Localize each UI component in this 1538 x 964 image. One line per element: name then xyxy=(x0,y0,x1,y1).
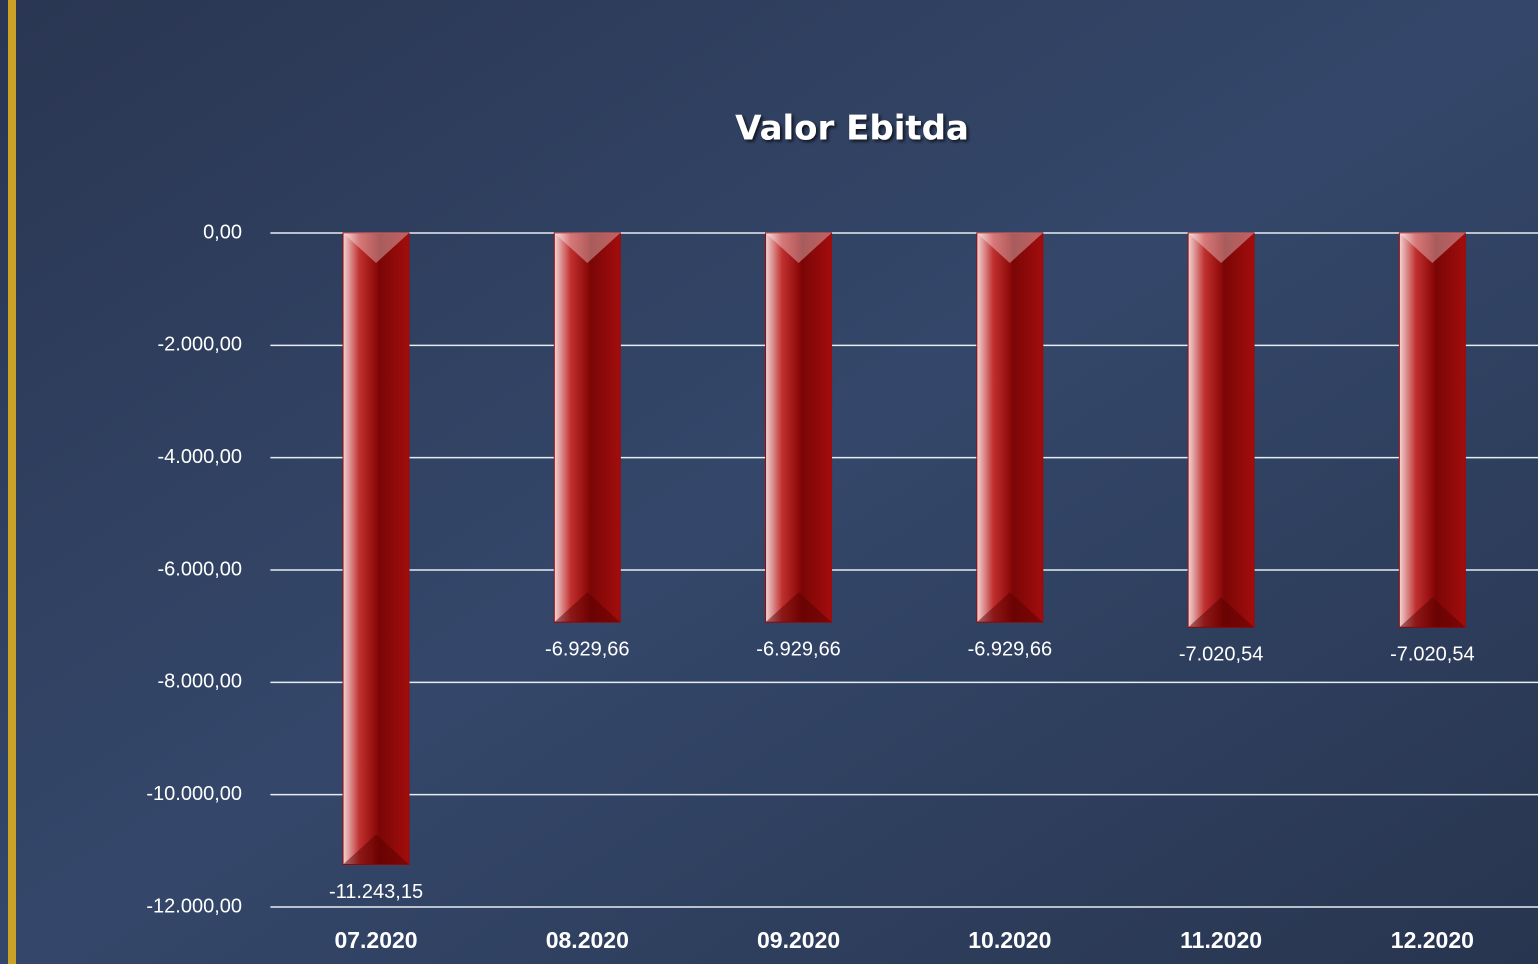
value-label: -7.020,54 xyxy=(1179,644,1264,666)
y-tick-label: -4.000,00 xyxy=(157,446,242,468)
bar-bevel-bottom xyxy=(554,592,621,623)
bar-bevel-top xyxy=(343,233,410,263)
bar-bevel-top xyxy=(765,233,832,263)
value-label: -6.929,66 xyxy=(968,638,1053,660)
x-tick-label: 09.2020 xyxy=(757,927,840,953)
bar xyxy=(765,232,833,623)
bar-bevel-top xyxy=(976,233,1043,263)
value-label: -7.020,54 xyxy=(1390,644,1475,666)
bar-bevel-bottom xyxy=(1188,597,1255,628)
value-label: -6.929,66 xyxy=(545,638,630,660)
x-tick-label: 12.2020 xyxy=(1391,927,1474,953)
bar-bevel-top xyxy=(1188,233,1255,263)
bar xyxy=(1187,232,1255,628)
bar-bevel-bottom xyxy=(343,834,410,865)
y-tick-label: -8.000,00 xyxy=(157,671,242,693)
bar-bevel-bottom xyxy=(765,592,832,623)
y-tick-label: -12.000,00 xyxy=(146,895,242,917)
y-tick-label: 0,00 xyxy=(203,221,242,243)
bar-bevel-bottom xyxy=(976,592,1043,623)
plot-area: 0,00 -2.000,00 -4.000,00 -6.000,00 -8.000,00… xyxy=(146,221,1538,953)
bar xyxy=(976,232,1044,623)
chart-title: Valor Ebitda xyxy=(735,109,969,149)
x-tick-label: 07.2020 xyxy=(334,927,417,953)
bar-bevel-top xyxy=(554,233,621,263)
x-tick-label: 10.2020 xyxy=(968,927,1051,953)
x-tick-label: 11.2020 xyxy=(1180,927,1262,953)
value-label: -11.243,15 xyxy=(329,881,423,903)
bar xyxy=(553,232,621,623)
bar-bevel-top xyxy=(1399,233,1466,263)
y-tick-label: -10.000,00 xyxy=(146,783,242,805)
left-border xyxy=(8,0,16,964)
bar xyxy=(342,232,410,865)
bar xyxy=(1398,232,1466,628)
y-tick-label: -6.000,00 xyxy=(157,558,242,580)
x-tick-label: 08.2020 xyxy=(546,927,629,953)
value-label: -6.929,66 xyxy=(756,638,841,660)
bar-bevel-bottom xyxy=(1399,597,1466,628)
y-tick-label: -2.000,00 xyxy=(157,334,242,356)
